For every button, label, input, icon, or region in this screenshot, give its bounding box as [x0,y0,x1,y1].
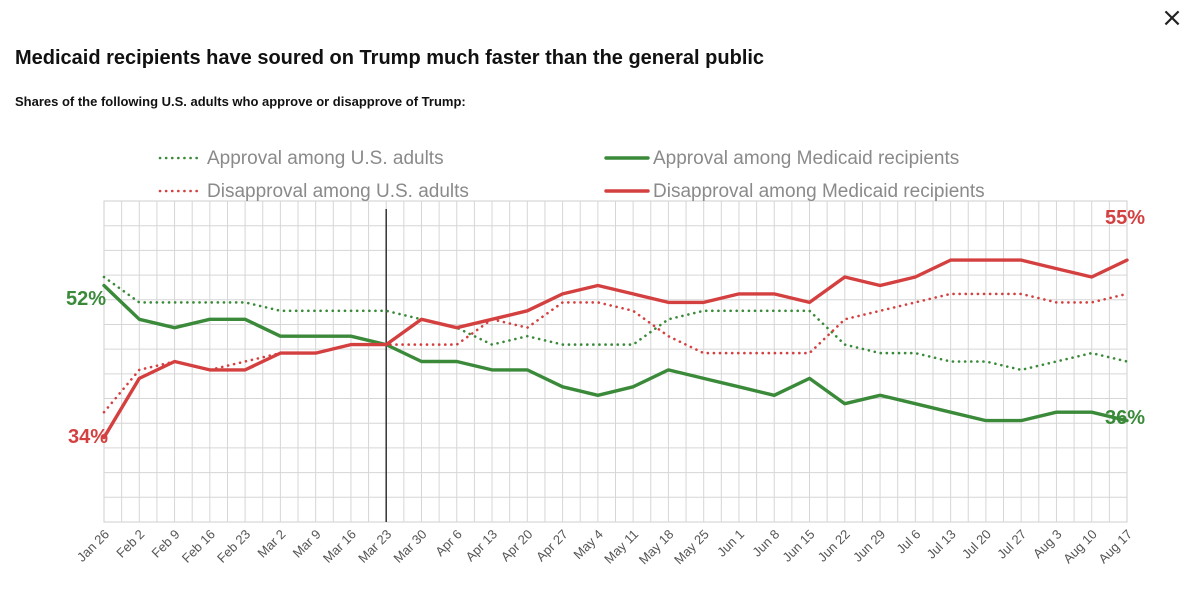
x-tick-label: Jul 13 [924,527,959,562]
series-line-2 [102,283,1129,423]
x-tick-label: Jul 6 [893,527,923,557]
x-tick-label: Mar 23 [355,527,394,566]
x-tick-label: May 25 [671,527,712,568]
x-tick-label: Aug 10 [1060,527,1100,567]
chart-subtitle: Shares of the following U.S. adults who … [15,94,466,109]
x-tick-label: Mar 30 [390,527,429,566]
x-tick-label: Apr 20 [498,527,536,565]
legend-label: Approval among U.S. adults [207,148,444,169]
close-icon[interactable]: × [1161,3,1183,33]
x-tick-label: Mar 9 [290,527,324,561]
legend-label: Approval among Medicaid recipients [653,148,959,169]
start-approval-label: 52% [66,288,106,310]
x-tick-label: Jul 20 [959,527,994,562]
end-disapproval-label: 55% [1105,207,1145,229]
x-tick-label: Apr 6 [432,527,465,560]
x-tick-label: Feb 23 [214,527,253,566]
x-tick-label: Apr 13 [462,527,500,565]
x-tick-label: Jun 1 [714,527,747,560]
x-tick-label: Feb 16 [179,527,218,566]
x-tick-label: Jun 15 [779,527,817,565]
legend: Approval among U.S. adults Approval among… [158,148,985,202]
x-tick-label: Jun 8 [749,527,782,560]
x-tick-label: Apr 27 [533,527,571,565]
x-tick-label: Jun 22 [815,527,853,565]
x-tick-label: Jun 29 [850,527,888,565]
chart-title: Medicaid recipients have soured on Trump… [15,47,765,69]
x-tick-label: Feb 2 [113,527,147,561]
legend-label: Disapproval among U.S. adults [207,181,469,202]
grid [103,200,1128,523]
x-tick-label: Jan 26 [74,527,112,565]
series-lines [102,258,1129,440]
x-tick-label: Aug 17 [1095,527,1135,567]
x-tick-label: May 11 [601,527,641,567]
x-tick-label: Mar 16 [320,527,359,566]
x-tick-label: May 18 [636,527,677,568]
x-tick-label: Jul 27 [994,527,1029,562]
end-approval-label: 36% [1105,407,1145,429]
x-tick-label: Feb 9 [149,527,183,561]
legend-label: Disapproval among Medicaid recipients [653,181,985,202]
start-disapproval-label: 34% [68,426,108,448]
series-line-4 [102,258,1129,440]
x-tick-label: Mar 2 [254,527,288,561]
